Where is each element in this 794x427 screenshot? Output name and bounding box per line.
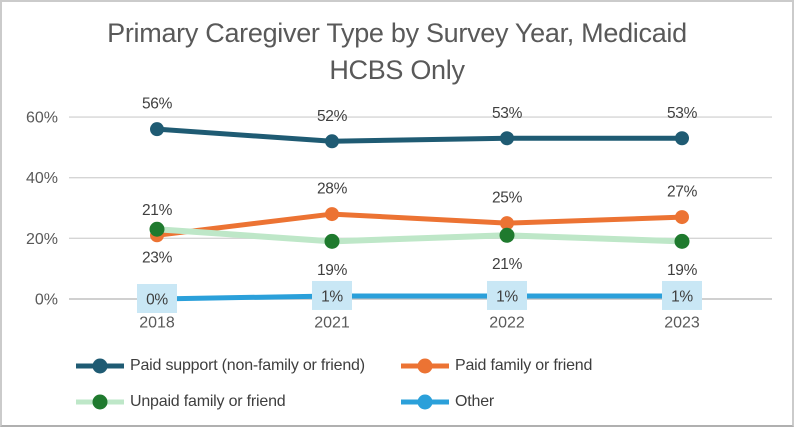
x-label-2023: 2023 bbox=[664, 315, 700, 332]
series-line-unpaid-family-or-friend bbox=[154, 226, 685, 245]
marker-unpaid-family-or-friend-2022 bbox=[499, 227, 515, 243]
data-label-paid-support-non-family-or-friend-2022: 53% bbox=[492, 105, 523, 122]
data-labels-paid-family-or-friend: 21% 28% 25% 27% bbox=[142, 181, 698, 219]
marker-paid-support-non-family-or-friend-2023 bbox=[675, 131, 689, 146]
chart-title: Primary Caregiver Type by Survey Year, M… bbox=[2, 15, 792, 89]
series-line-paid-support-non-family-or-friend bbox=[154, 126, 685, 144]
data-label-paid-support-non-family-or-friend-2021: 52% bbox=[317, 108, 348, 125]
legend-label-paid-family: Paid family or friend bbox=[455, 357, 593, 374]
data-label-paid-support-non-family-or-friend-2023: 53% bbox=[667, 105, 698, 122]
legend-marker-paid-support-icon bbox=[76, 358, 124, 374]
series-paid-support-non-family-or-friend bbox=[150, 122, 689, 149]
data-label-unpaid-family-or-friend-2021: 19% bbox=[317, 262, 348, 279]
data-labels-unpaid-family-or-friend: 23% 19% 21% 19% bbox=[142, 250, 698, 279]
series-line-paid-family-or-friend bbox=[154, 211, 685, 238]
legend-item-other: Other bbox=[400, 390, 494, 414]
marker-paid-family-or-friend-2022 bbox=[500, 216, 514, 231]
data-label-paid-support-non-family-or-friend-2018: 56% bbox=[142, 96, 173, 113]
x-label-2021: 2021 bbox=[314, 315, 350, 332]
y-tick-20%: 20% bbox=[26, 231, 58, 248]
data-label-other-2023: 1% bbox=[671, 288, 693, 305]
legend-label-paid-support: Paid support (non-family or friend) bbox=[130, 357, 365, 374]
data-label-unpaid-family-or-friend-2018: 23% bbox=[142, 250, 173, 267]
data-label-box-other-2021 bbox=[312, 280, 352, 310]
legend-item-paid-support: Paid support (non-family or friend) bbox=[75, 354, 365, 378]
marker-paid-family-or-friend-2021 bbox=[325, 207, 339, 222]
legend-marker-paid-family-icon bbox=[401, 358, 449, 374]
data-label-other-2018: 0% bbox=[146, 292, 168, 309]
marker-paid-support-non-family-or-friend-2022 bbox=[500, 131, 514, 146]
chart-title-line-1: Primary Caregiver Type by Survey Year, M… bbox=[107, 18, 687, 48]
series-line-other bbox=[154, 293, 685, 302]
legend-label-other: Other bbox=[455, 393, 495, 410]
data-labels-other: 0% 1% 1% 1% bbox=[137, 280, 702, 313]
data-label-box-other-2018 bbox=[137, 284, 177, 313]
data-label-unpaid-family-or-friend-2023: 19% bbox=[667, 262, 698, 279]
data-label-box-other-2023 bbox=[662, 280, 702, 310]
y-tick-0%: 0% bbox=[35, 292, 58, 309]
data-label-paid-family-or-friend-2018: 21% bbox=[142, 202, 173, 219]
marker-unpaid-family-or-friend-2018 bbox=[149, 221, 165, 237]
legend-marker-unpaid-family-icon bbox=[76, 394, 124, 410]
x-label-2018: 2018 bbox=[139, 315, 175, 332]
data-label-paid-family-or-friend-2022: 25% bbox=[492, 190, 523, 207]
marker-paid-support-non-family-or-friend-2018 bbox=[150, 122, 164, 137]
y-axis-tick-labels: 0% 20% 40% 60% bbox=[26, 110, 58, 309]
legend-marker-other-icon bbox=[401, 394, 449, 410]
legend-item-unpaid-family: Unpaid family or friend bbox=[75, 390, 286, 414]
marker-unpaid-family-or-friend-2021 bbox=[324, 233, 340, 249]
marker-paid-support-non-family-or-friend-2021 bbox=[325, 134, 339, 149]
legend-label-unpaid-family: Unpaid family or friend bbox=[130, 393, 286, 410]
data-label-other-2021: 1% bbox=[321, 288, 343, 305]
data-label-other-2022: 1% bbox=[496, 288, 518, 305]
chart-title-line-2: HCBS Only bbox=[329, 55, 465, 85]
data-label-unpaid-family-or-friend-2022: 21% bbox=[492, 256, 523, 273]
marker-paid-family-or-friend-2023 bbox=[675, 210, 689, 225]
marker-unpaid-family-or-friend-2023 bbox=[674, 233, 690, 249]
y-tick-60%: 60% bbox=[26, 110, 58, 127]
x-label-2022: 2022 bbox=[489, 315, 525, 332]
data-label-box-other-2022 bbox=[487, 280, 527, 310]
data-label-paid-family-or-friend-2021: 28% bbox=[317, 181, 348, 198]
legend-item-paid-family: Paid family or friend bbox=[400, 354, 592, 378]
series-other bbox=[150, 289, 689, 306]
data-label-paid-family-or-friend-2023: 27% bbox=[667, 184, 698, 201]
y-tick-40%: 40% bbox=[26, 170, 58, 187]
x-axis-category-labels: 2018 2021 2022 2023 bbox=[139, 315, 700, 332]
data-labels-paid-support-non-family-or-friend: 56% 52% 53% 53% bbox=[142, 96, 698, 125]
series-unpaid-family-or-friend bbox=[149, 221, 690, 249]
